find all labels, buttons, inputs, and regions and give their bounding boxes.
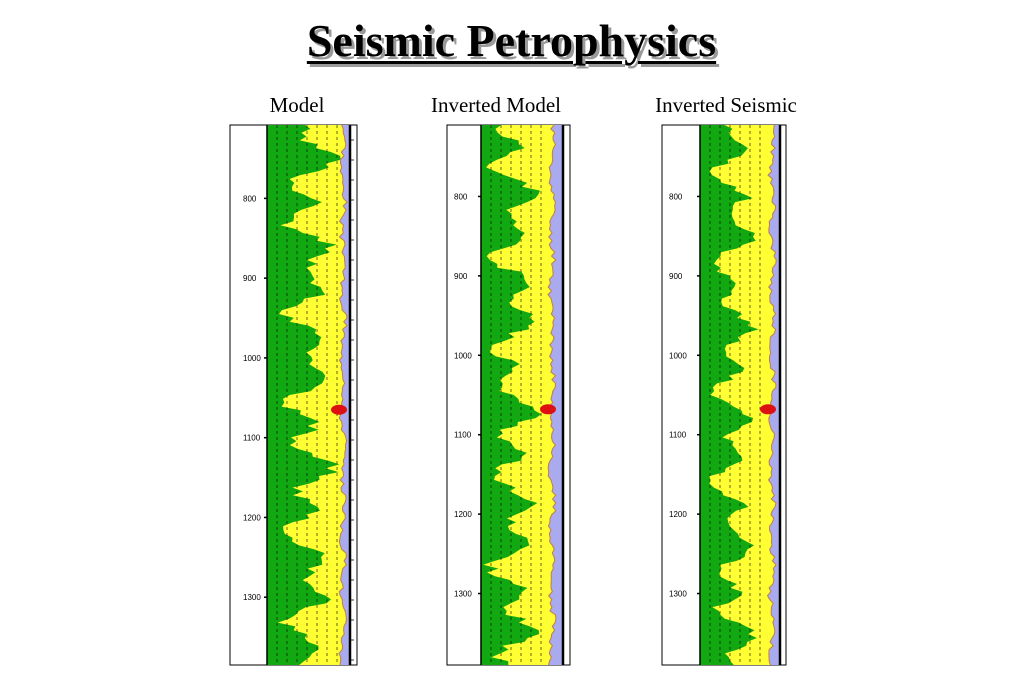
fluid-curve xyxy=(338,124,348,666)
depth-tick-label: 800 xyxy=(669,192,683,201)
fluid-area xyxy=(548,125,563,665)
depth-tick-label: 800 xyxy=(243,194,257,203)
depth-tick-label: 1100 xyxy=(454,431,472,440)
depth-tick-label: 1100 xyxy=(243,434,261,443)
depth-tick-label: 1300 xyxy=(243,593,261,602)
depth-tick-label: 900 xyxy=(669,272,683,281)
fluid-curve xyxy=(547,124,557,666)
depth-tick-label: 1300 xyxy=(669,590,687,599)
panel-title-inverted-seismic: Inverted Seismic xyxy=(655,93,797,117)
depth-tick-label: 900 xyxy=(243,274,257,283)
sand-area xyxy=(267,125,341,665)
depth-tick-label: 1000 xyxy=(243,354,261,363)
gas-zone-marker xyxy=(760,404,776,415)
log-panel-1: 800 900 1000 1100 1200 1300 xyxy=(229,124,358,666)
gas-zone-marker xyxy=(540,404,556,415)
panel-title-model: Model xyxy=(269,93,325,117)
depth-tick-label: 1300 xyxy=(454,590,472,599)
sand-area xyxy=(700,125,759,665)
depth-tick-label: 1200 xyxy=(454,510,472,519)
fluid-curve xyxy=(766,124,777,666)
depth-tick-label: 1000 xyxy=(669,351,687,360)
depth-tick-label: 1200 xyxy=(243,513,261,522)
depth-tick-label: 800 xyxy=(454,192,468,201)
gas-zone-marker xyxy=(331,404,347,415)
depth-tick-label: 1000 xyxy=(454,351,472,360)
depth-tick-label: 900 xyxy=(454,272,468,281)
depth-tick-label: 1100 xyxy=(669,431,687,440)
log-panel-2: 800 900 1000 1100 1200 1300 xyxy=(446,124,571,666)
fluid-area xyxy=(338,125,350,665)
depth-tick-label: 1200 xyxy=(669,510,687,519)
fluid-area xyxy=(767,125,780,665)
log-panel-3: 800 900 1000 1100 1200 1300 xyxy=(661,124,787,666)
panel-title-inverted-model: Inverted Model xyxy=(430,93,562,117)
page-title: Seismic Petrophysics xyxy=(306,15,717,66)
